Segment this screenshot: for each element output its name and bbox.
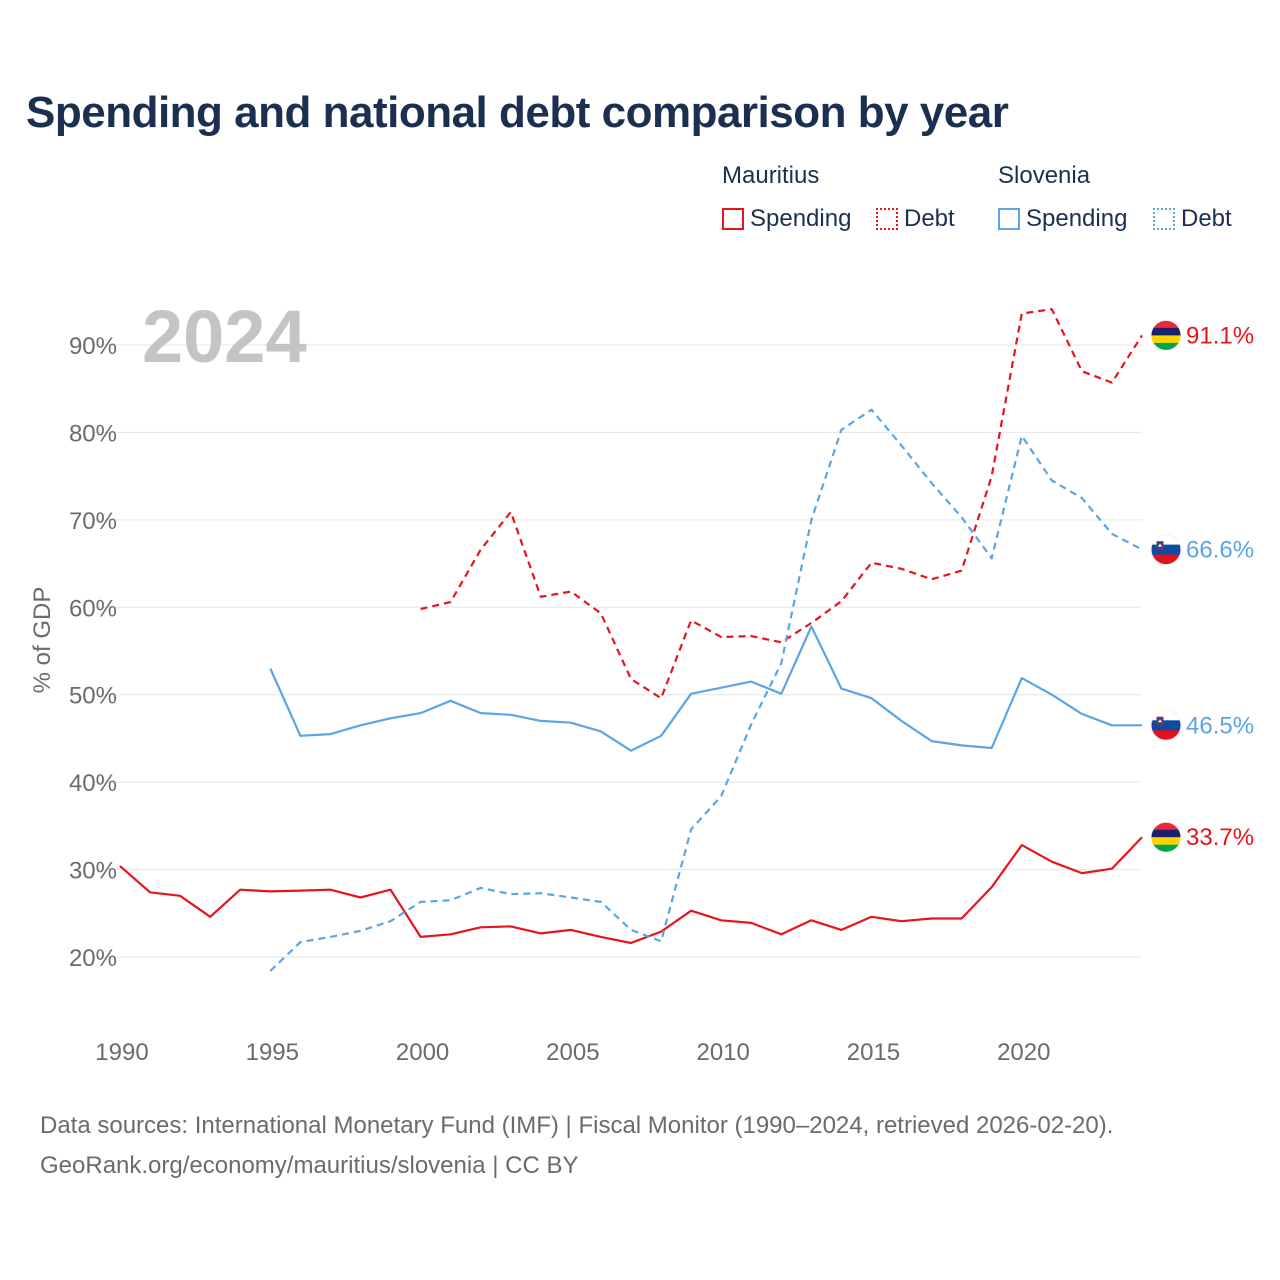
legend-group-mauritius: Mauritius	[722, 162, 820, 189]
legend-swatch-solid-icon	[722, 208, 744, 230]
y-tick-label: 80%	[69, 420, 117, 447]
x-axis-ticks: 1990 1995 2000 2005 2010 2015 2020	[95, 1039, 1050, 1066]
source-line-2[interactable]: GeoRank.org/economy/mauritius/slovenia |…	[40, 1152, 579, 1179]
legend-swatch-dotted-icon	[1153, 208, 1175, 230]
x-tick-label: 2015	[847, 1039, 900, 1066]
y-tick-label: 50%	[69, 683, 117, 710]
source-line-1: Data sources: International Monetary Fun…	[40, 1112, 1114, 1139]
y-tick-label: 60%	[69, 595, 117, 622]
mauritius-flag-icon	[1150, 319, 1182, 351]
y-tick-label: 20%	[69, 945, 117, 972]
legend-swatch-solid-icon	[998, 208, 1020, 230]
x-tick-label: 1995	[246, 1039, 299, 1066]
chart-title: Spending and national debt comparison by…	[26, 88, 1009, 137]
series-lines	[119, 308, 1143, 972]
end-value-label: 91.1%	[1186, 322, 1254, 349]
y-axis-ticks: 20% 30% 40% 50% 60% 70% 80% 90%	[69, 333, 117, 972]
end-value-label: 33.7%	[1186, 824, 1254, 851]
series-line-slovenia-debt	[269, 408, 1143, 972]
x-tick-label: 2005	[546, 1039, 599, 1066]
legend-swatch-dotted-icon	[876, 208, 898, 230]
y-tick-label: 40%	[69, 770, 117, 797]
y-axis-label: % of GDP	[29, 587, 56, 694]
legend-label: Debt	[904, 205, 955, 232]
y-tick-label: 90%	[69, 333, 117, 360]
x-tick-label: 2010	[696, 1039, 749, 1066]
end-value-label: 46.5%	[1186, 712, 1254, 739]
series-line-slovenia-spending	[269, 625, 1142, 752]
year-overlay: 2024	[142, 295, 307, 378]
legend-item-mauritius-spending[interactable]: Spending	[722, 204, 851, 234]
legend-item-slovenia-debt[interactable]: Debt	[1153, 204, 1232, 234]
legend-label: Spending	[1026, 205, 1128, 232]
slovenia-flag-icon	[1150, 709, 1182, 741]
gridlines	[95, 344, 1142, 958]
legend-group-slovenia: Slovenia	[998, 162, 1091, 189]
slovenia-flag-icon	[1150, 534, 1182, 566]
x-tick-label: 2020	[997, 1039, 1050, 1066]
line-chart: 2024 % of GDP 20% 30% 40% 50% 60% 70% 80% 90% 1…	[29, 295, 1254, 1066]
mauritius-flag-icon	[1150, 821, 1182, 853]
series-line-mauritius-debt	[420, 308, 1143, 700]
y-tick-label: 70%	[69, 508, 117, 535]
series-line-mauritius-spending	[119, 836, 1143, 945]
y-tick-label: 30%	[69, 858, 117, 885]
x-tick-label: 2000	[396, 1039, 449, 1066]
source-note: Data sources: International Monetary Fun…	[40, 1106, 1113, 1186]
x-tick-label: 1990	[95, 1039, 148, 1066]
legend-label: Spending	[750, 205, 852, 232]
legend-item-mauritius-debt[interactable]: Debt	[876, 204, 955, 234]
legend-label: Debt	[1181, 205, 1232, 232]
end-value-label: 66.6%	[1186, 537, 1254, 564]
legend-item-slovenia-spending[interactable]: Spending	[998, 204, 1127, 234]
end-markers: 33.7% 91.1% 46.5% 66.6%	[1150, 319, 1254, 853]
